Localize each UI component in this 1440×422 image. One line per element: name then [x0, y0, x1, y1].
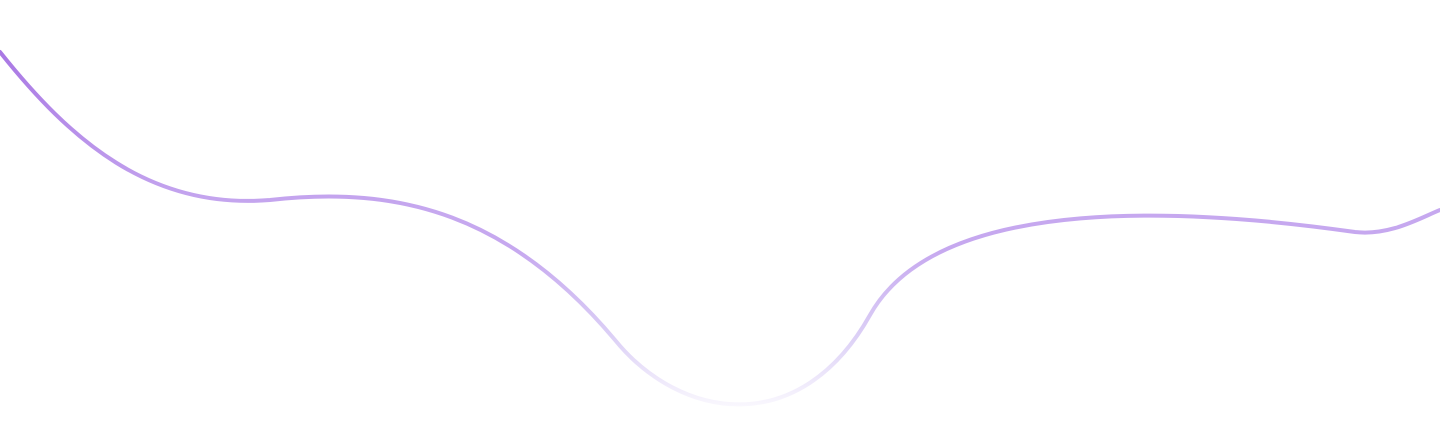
wave-path — [0, 50, 1440, 407]
